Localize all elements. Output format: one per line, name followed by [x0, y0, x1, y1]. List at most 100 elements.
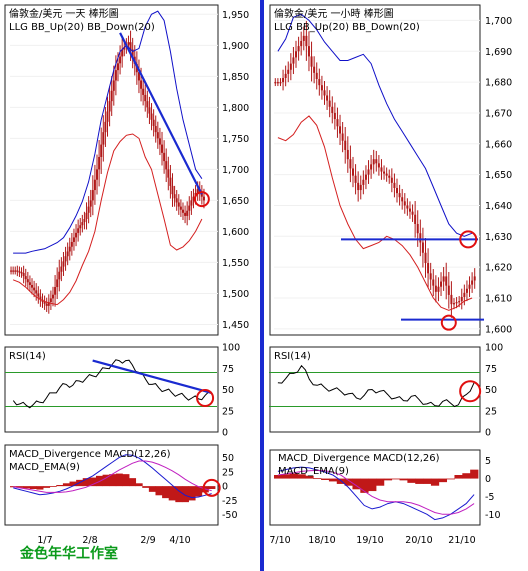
left-price-candle-body	[91, 190, 94, 201]
left-price-candle-body	[85, 212, 88, 220]
left-price-ytick-tick-3: 1,800	[222, 103, 249, 114]
left-price-candle-body	[121, 49, 124, 57]
right-macd-divergence-bar	[462, 473, 471, 479]
right-macd-divergence-bar	[391, 478, 400, 480]
left-price-candle-body	[175, 198, 178, 203]
right-price-candle-body	[375, 159, 378, 164]
right-macd-divergence-bar	[360, 478, 369, 493]
left-price-candle-body	[100, 144, 103, 157]
left-price-candle-body	[83, 219, 86, 223]
left-price-title: 倫敦金/美元 一天 棒形圖	[9, 7, 119, 20]
left-price-candle-body	[49, 298, 52, 303]
right-price-candle-body	[437, 286, 440, 292]
right-rsi-title: RSI(14)	[274, 351, 311, 362]
left-macd-divergence-bar	[102, 474, 110, 487]
left-rsi-highlight-circle	[196, 389, 215, 407]
left-macd-divergence-bar	[175, 486, 183, 503]
left-xtick-tick-3: 4/10	[169, 535, 190, 546]
right-xtick-tick-3: 20/10	[405, 535, 432, 546]
right-price-candle-body	[406, 205, 409, 209]
left-price-candle-body	[140, 80, 143, 89]
left-price-candle-body	[18, 271, 21, 273]
left-macd-divergence-bar	[109, 474, 117, 487]
left-macd-divergence-bar	[148, 486, 156, 492]
right-macd-ytick-tick-2: -5	[485, 492, 494, 503]
right-macd-divergence-bar	[383, 478, 393, 481]
right-price-candle-body	[297, 46, 300, 52]
left-price-candle-body	[102, 132, 105, 145]
right-price-candle-body	[292, 57, 295, 64]
left-price-candle-body	[129, 42, 132, 50]
right-price-candle-body	[380, 167, 383, 172]
right-price-candle-body	[447, 285, 450, 295]
left-price-candle-body	[108, 101, 111, 112]
right-macd-ytick-tick-1: 0	[485, 474, 491, 485]
left-price-candle-body	[45, 303, 48, 306]
right-price-candle-body	[307, 46, 310, 57]
panel-divider	[260, 0, 264, 571]
right-price-candle-body	[427, 263, 430, 274]
left-price-subtitle: LLG BB_Up(20) BB_Down(20)	[9, 22, 155, 33]
left-price-candle-body	[190, 200, 193, 206]
left-macd-divergence-bar	[162, 486, 170, 499]
left-price-candle-body	[22, 272, 25, 277]
left-macd-ytick-tick-3: -25	[222, 496, 238, 507]
right-price-candle-body	[396, 187, 399, 194]
right-price-candle-body	[377, 163, 380, 168]
left-price-candle-body	[20, 272, 23, 274]
right-price-candle-body	[276, 82, 279, 84]
right-macd-divergence-bar	[446, 478, 455, 480]
right-price-candle-body	[310, 56, 313, 67]
right-price-ytick-tick-10: 1,600	[485, 324, 512, 335]
right-price-candle-body	[320, 85, 323, 91]
right-price-candle-body	[411, 211, 414, 215]
left-price-candle-body	[68, 246, 71, 252]
right-macd-divergence-bar	[352, 478, 361, 490]
left-price-ytick-tick-10: 1,450	[222, 320, 249, 331]
right-price-candle-body	[471, 280, 474, 285]
left-macd-divergence-bar	[195, 486, 203, 497]
left-price-candle-body	[200, 192, 203, 197]
right-price-candle-body	[300, 40, 303, 47]
left-price-candle-body	[106, 111, 109, 122]
left-price-candle-body	[192, 196, 195, 201]
watermark-text: 金色年华工作室	[19, 545, 118, 562]
left-macd-divergence-bar	[43, 486, 51, 488]
right-price-candle-body	[419, 233, 422, 243]
right-macd-divergence-bar	[305, 475, 314, 479]
right-macd-divergence-bar	[438, 478, 448, 483]
left-macd-divergence-bar	[115, 473, 123, 487]
left-macd-divergence-bar	[181, 486, 189, 503]
left-price-candle-body	[171, 185, 174, 195]
left-price-candle-body	[43, 301, 46, 304]
right-price-ytick-tick-8: 1,620	[485, 263, 512, 274]
left-macd-divergence-bar	[36, 486, 44, 490]
right-xtick-tick-4: 21/10	[448, 535, 475, 546]
right-price-candle-body	[305, 35, 308, 47]
left-macd-divergence-bar	[208, 486, 216, 489]
right-rsi-panel	[269, 346, 481, 433]
left-rsi-ytick-tick-2: 50	[222, 385, 234, 396]
right-macd-subtitle: MACD_EMA(9)	[278, 466, 349, 477]
left-price-highlight-circle	[193, 191, 210, 208]
right-price-candle-body	[282, 77, 285, 83]
left-price-candle-body	[146, 101, 149, 108]
right-price-candle-body	[351, 168, 354, 176]
left-macd-divergence-bar	[56, 485, 64, 487]
right-price-candle-body	[385, 173, 388, 176]
right-macd-divergence-bar	[415, 478, 424, 484]
right-price-candle-body	[455, 302, 458, 304]
left-price-candle-body	[114, 70, 117, 81]
right-price-candle-body	[328, 100, 331, 107]
left-price-candle-body	[14, 270, 17, 272]
right-macd-ema-line	[277, 469, 475, 515]
right-price-candle-body	[424, 252, 427, 264]
right-price-candle-body	[421, 242, 424, 253]
right-price-candle-body	[414, 214, 417, 224]
right-macd-divergence-bar	[399, 478, 408, 481]
right-price-candle-body	[367, 169, 370, 175]
left-price-candle-body	[119, 56, 122, 64]
left-price-candle-body	[156, 132, 159, 139]
right-price-candle-body	[463, 292, 466, 297]
right-macd-title: MACD_Divergence MACD(12,26)	[278, 453, 440, 464]
